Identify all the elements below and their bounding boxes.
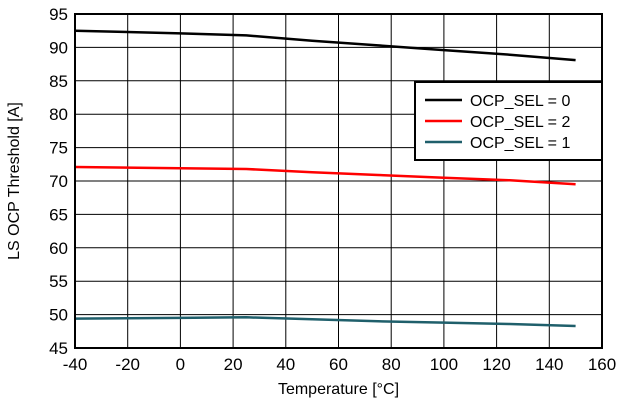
series-line <box>74 29 576 62</box>
x-tick-label: -40 <box>63 355 88 374</box>
y-tick-label: 55 <box>49 272 68 291</box>
x-tick-label: -20 <box>115 355 140 374</box>
x-axis-title: Temperature [°C] <box>278 381 399 398</box>
x-tick-label: 60 <box>329 355 348 374</box>
y-tick-label: 95 <box>49 5 68 24</box>
legend-label: OCP_SEL = 1 <box>470 135 570 152</box>
x-tick-label: 80 <box>382 355 401 374</box>
x-tick-label: 40 <box>276 355 295 374</box>
y-tick-label: 85 <box>49 72 68 91</box>
x-tick-label: 160 <box>588 355 616 374</box>
y-tick-label: 80 <box>49 105 68 124</box>
y-tick-label: 70 <box>49 172 68 191</box>
series-line <box>74 316 576 328</box>
y-tick-label: 45 <box>49 339 68 358</box>
x-tick-label: 120 <box>482 355 510 374</box>
y-tick-label: 50 <box>49 306 68 325</box>
x-tick-labels: -40 -20 0 20 40 60 80 100 120 140 160 <box>63 355 616 374</box>
y-tick-labels: 45 50 55 60 65 70 75 80 85 90 95 <box>49 5 68 358</box>
plot-frame <box>74 13 603 349</box>
legend: OCP_SEL = 0 OCP_SEL = 2 OCP_SEL = 1 <box>414 81 603 161</box>
legend-label: OCP_SEL = 2 <box>470 114 570 131</box>
x-tick-label: 0 <box>176 355 185 374</box>
series-lines <box>74 29 576 328</box>
series-line <box>74 165 576 186</box>
y-tick-label: 60 <box>49 239 68 258</box>
x-tick-label: 20 <box>224 355 243 374</box>
y-tick-label: 90 <box>49 38 68 57</box>
legend-label: OCP_SEL = 0 <box>470 93 570 110</box>
x-tick-label: 100 <box>430 355 458 374</box>
y-tick-label: 65 <box>49 205 68 224</box>
y-axis-title: LS OCP Threshold [A] <box>6 102 23 260</box>
x-tick-label: 140 <box>535 355 563 374</box>
y-tick-label: 75 <box>49 139 68 158</box>
